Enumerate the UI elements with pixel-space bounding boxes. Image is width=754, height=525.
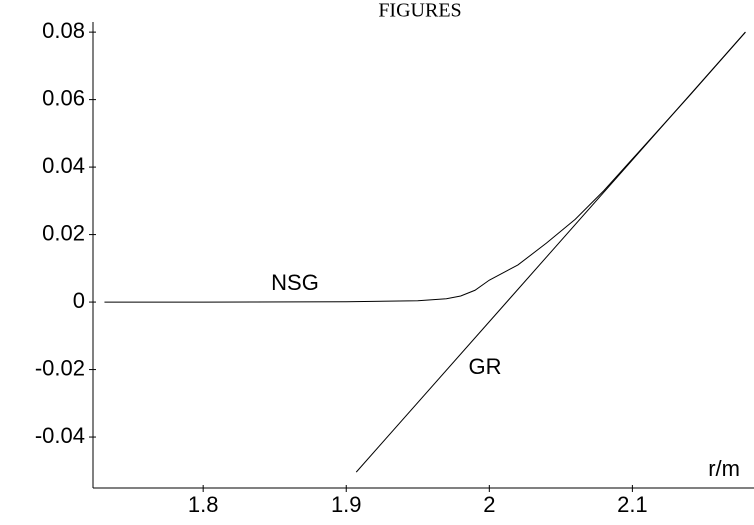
page-header: FIGURES (378, 0, 461, 22)
x-tick-label: 2.1 (617, 492, 648, 517)
data-line (355, 31, 746, 473)
series-label: NSG (271, 270, 319, 295)
y-tick-label: -0.04 (35, 423, 85, 448)
y-tick-label: 0.02 (42, 220, 85, 245)
y-tick-label: 0.04 (42, 153, 85, 178)
x-tick-label: 1.9 (331, 492, 362, 517)
data-line (104, 31, 746, 303)
y-tick-label: 0.06 (42, 85, 85, 110)
y-tick-label: 0.08 (42, 18, 85, 43)
series-label: GR (469, 354, 502, 379)
x-axis-label: r/m (708, 456, 740, 481)
x-tick-label: 1.8 (188, 492, 219, 517)
y-tick-label: -0.02 (35, 355, 85, 380)
x-tick-label: 2 (483, 492, 495, 517)
y-tick-label: 0 (73, 288, 85, 313)
